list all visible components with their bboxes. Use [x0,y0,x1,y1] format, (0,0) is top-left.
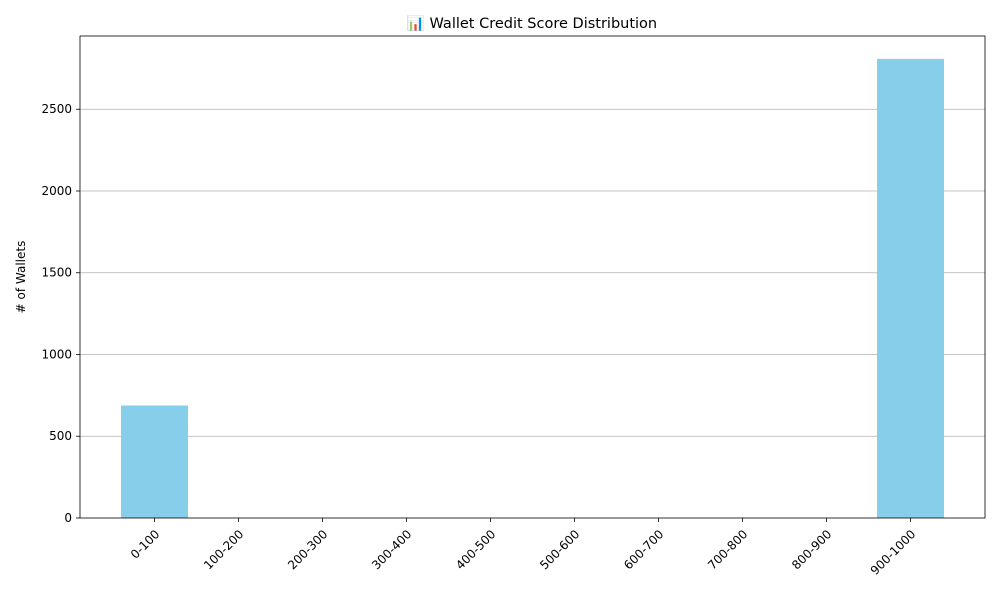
x-tick-label: 400-500 [453,527,498,572]
x-axis-ticks: 0-100 100-200 200-300 300-400 400-500 500-600… [128,518,919,578]
x-tick-label: 300-400 [369,527,414,572]
x-tick-label: 200-300 [285,527,330,572]
x-tick-label: 100-200 [201,527,246,572]
y-tick-label: 0 [64,511,72,525]
y-tick-label: 1000 [41,347,72,361]
y-axis-ticks: 0 500 1000 1500 2000 2500 [41,102,80,525]
y-tick-label: 2000 [41,184,72,198]
x-tick-label: 900-1000 [868,527,919,578]
y-tick-label: 500 [49,429,72,443]
x-tick-label: 700-800 [705,527,750,572]
x-tick-label: 800-900 [789,527,834,572]
x-tick-label: 500-600 [537,527,582,572]
bar-900-1000 [877,58,944,518]
y-axis-label: # of Wallets [14,241,28,314]
y-tick-label: 2500 [41,102,72,116]
x-tick-label: 0-100 [128,527,163,562]
bars [121,58,944,518]
x-tick-label: 600-700 [621,527,666,572]
y-tick-label: 1500 [41,266,72,280]
plot-frame [79,35,986,519]
bar-0-100 [121,405,188,518]
grid-lines [80,108,985,437]
chart-title: 📊 Wallet Credit Score Distribution [407,14,657,32]
